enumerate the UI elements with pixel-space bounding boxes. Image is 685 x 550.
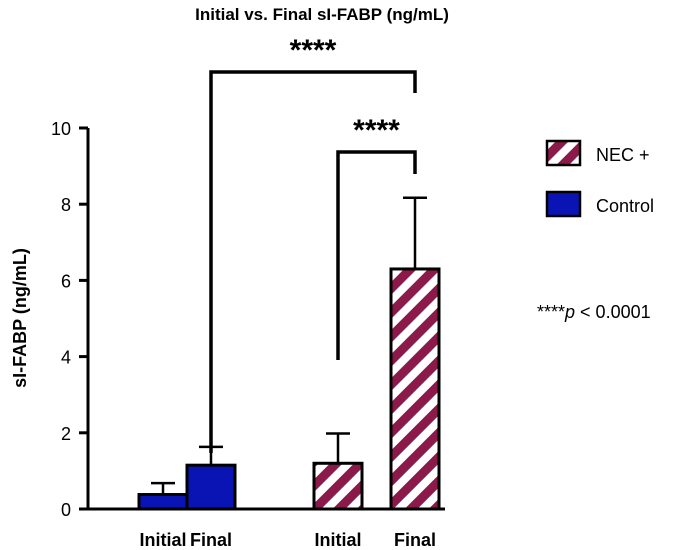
y-tick-label: 8 (61, 195, 71, 215)
y-axis-label: sI-FABP (ng/mL) (10, 248, 30, 388)
x-tick-label: Initial (139, 530, 186, 550)
significance-bracket (209, 70, 417, 453)
legend: NEC + Control (545, 139, 654, 218)
legend-swatch-nec (545, 139, 582, 167)
chart-title: Initial vs. Final sI-FABP (ng/mL) (195, 5, 449, 24)
p-value-threshold: < 0.0001 (575, 302, 651, 322)
legend-label-control: Control (596, 196, 654, 216)
y-tick-label: 0 (61, 500, 71, 520)
x-tick-label: Final (394, 530, 436, 550)
p-value-symbol: p (564, 302, 575, 322)
bar (185, 463, 237, 511)
legend-label-nec: NEC + (596, 145, 650, 165)
y-tick-label: 4 (61, 348, 71, 368)
y-tick-label: 10 (51, 119, 71, 139)
legend-item-control: Control (545, 190, 654, 218)
bar (137, 493, 189, 511)
legend-item-nec: NEC + (545, 139, 650, 167)
bar (312, 461, 364, 511)
x-tick-label: Final (190, 530, 232, 550)
legend-swatch-control (545, 190, 582, 218)
significance-bracket (336, 150, 417, 360)
bar (389, 267, 441, 511)
significance-stars: **** (290, 34, 337, 67)
x-tick-label: Initial (314, 530, 361, 550)
p-value-stars: **** (537, 302, 565, 322)
y-tick-label: 2 (61, 424, 71, 444)
p-value-annotation: ****p < 0.0001 (537, 302, 651, 322)
y-tick-label: 6 (61, 271, 71, 291)
significance-stars: **** (353, 114, 400, 147)
